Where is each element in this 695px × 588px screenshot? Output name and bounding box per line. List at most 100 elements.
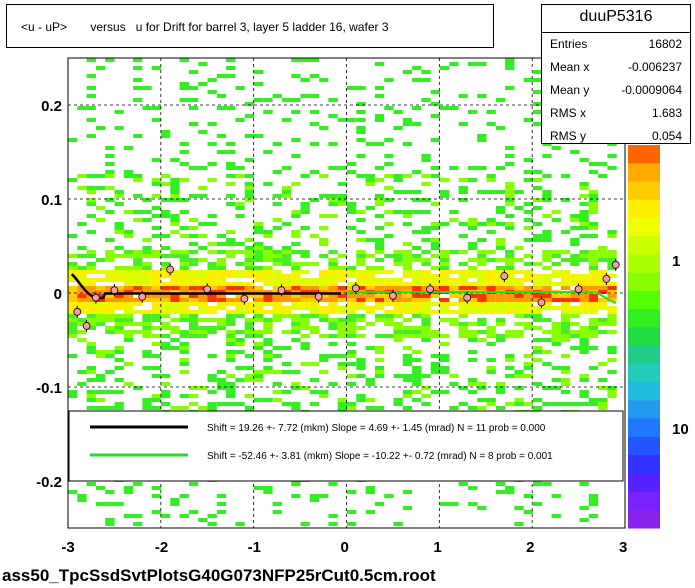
heatmap-cell <box>467 62 478 66</box>
heatmap-cell <box>216 270 227 274</box>
heatmap-cell <box>179 270 189 274</box>
heatmap-cell <box>77 278 87 282</box>
heatmap-cell <box>328 98 338 102</box>
heatmap-cell <box>105 350 115 354</box>
heatmap-cell <box>272 298 282 302</box>
heatmap-cell <box>579 390 589 394</box>
heatmap-cell <box>486 398 496 402</box>
heatmap-cell <box>95 322 106 326</box>
heatmap-cell <box>133 98 143 102</box>
legend-line-2: Shift = -52.46 +- 3.81 (mkm) Slope = -10… <box>207 451 553 462</box>
heatmap-cell <box>309 170 320 174</box>
heatmap-cell <box>588 162 599 166</box>
heatmap-cell <box>412 246 422 250</box>
heatmap-cell <box>607 318 617 322</box>
heatmap-cell <box>123 362 134 366</box>
heatmap-cell <box>579 254 589 258</box>
heatmap-cell <box>542 338 552 342</box>
heatmap-cell <box>328 286 338 290</box>
heatmap-cell <box>421 210 431 214</box>
heatmap-cell <box>440 302 450 306</box>
heatmap-cell <box>328 522 338 526</box>
heatmap-cell <box>254 134 264 138</box>
heatmap-cell <box>393 278 403 282</box>
heatmap-cell <box>254 258 264 262</box>
heatmap-cell <box>281 186 292 190</box>
heatmap-cell <box>254 278 264 282</box>
heatmap-cell <box>523 254 533 258</box>
heatmap-cell <box>588 326 599 330</box>
heatmap-cell <box>430 362 440 366</box>
heatmap-cell <box>133 78 143 82</box>
heatmap-cell <box>607 154 617 158</box>
heatmap-cell <box>505 334 515 338</box>
heatmap-cell <box>356 358 366 362</box>
heatmap-cell <box>142 406 152 410</box>
heatmap-cell <box>542 298 552 302</box>
heatmap-cell <box>542 386 552 390</box>
heatmap-cell <box>551 342 561 346</box>
heatmap-cell <box>179 294 189 298</box>
heatmap-cell <box>133 298 143 302</box>
heatmap-cell <box>328 310 338 314</box>
heatmap-cell <box>300 282 310 286</box>
heatmap-cell <box>607 298 617 302</box>
heatmap-cell <box>95 302 106 306</box>
heatmap-cell <box>68 178 78 182</box>
heatmap-cell <box>188 294 199 298</box>
heatmap-cell <box>123 490 134 494</box>
heatmap-cell <box>505 330 515 334</box>
heatmap-cell <box>347 342 357 346</box>
heatmap-cell <box>523 178 533 182</box>
heatmap-cell <box>142 294 152 298</box>
heatmap-cell <box>309 378 320 382</box>
heatmap-cell <box>263 370 273 374</box>
heatmap-cell <box>272 302 282 306</box>
heatmap-cell <box>560 314 571 318</box>
heatmap-cell <box>142 334 152 338</box>
heatmap-cell <box>374 374 385 378</box>
heatmap-cell <box>300 326 310 330</box>
heatmap-cell <box>198 310 208 314</box>
heatmap-cell <box>412 390 422 394</box>
heatmap-cell <box>161 266 171 270</box>
heatmap-cell <box>402 490 413 494</box>
heatmap-cell <box>95 206 106 210</box>
heatmap-cell <box>114 378 124 382</box>
heatmap-cell <box>347 314 357 318</box>
heatmap-cell <box>337 266 347 270</box>
heatmap-cell <box>244 274 254 278</box>
heatmap-cell <box>486 122 496 126</box>
heatmap-cell <box>598 398 608 402</box>
heatmap-cell <box>254 318 264 322</box>
heatmap-cell <box>505 194 515 198</box>
heatmap-cell <box>356 394 366 398</box>
heatmap-cell <box>272 354 282 358</box>
heatmap-cell <box>384 106 394 110</box>
heatmap-cell <box>588 330 599 334</box>
heatmap-cell <box>449 318 459 322</box>
heatmap-cell <box>300 294 310 298</box>
heatmap-cell <box>281 306 292 310</box>
heatmap-cell <box>560 174 571 178</box>
heatmap-cell <box>467 110 478 114</box>
profile-point <box>602 274 611 283</box>
heatmap-cell <box>123 306 134 310</box>
heatmap-cell <box>356 314 366 318</box>
heatmap-cell <box>244 334 254 338</box>
profile-point <box>314 292 323 301</box>
heatmap-cell <box>467 338 478 342</box>
heatmap-cell <box>458 294 468 298</box>
heatmap-cell <box>319 226 329 230</box>
heatmap-cell <box>523 326 533 330</box>
heatmap-cell <box>281 194 292 198</box>
heatmap-cell <box>430 274 440 278</box>
heatmap-cell <box>161 198 171 202</box>
heatmap-cell <box>235 282 245 286</box>
heatmap-cell <box>207 214 217 218</box>
heatmap-cell <box>263 246 273 250</box>
heatmap-cell <box>86 378 96 382</box>
heatmap-cell <box>542 294 552 298</box>
heatmap-cell <box>198 82 208 86</box>
heatmap-cell <box>607 394 617 398</box>
